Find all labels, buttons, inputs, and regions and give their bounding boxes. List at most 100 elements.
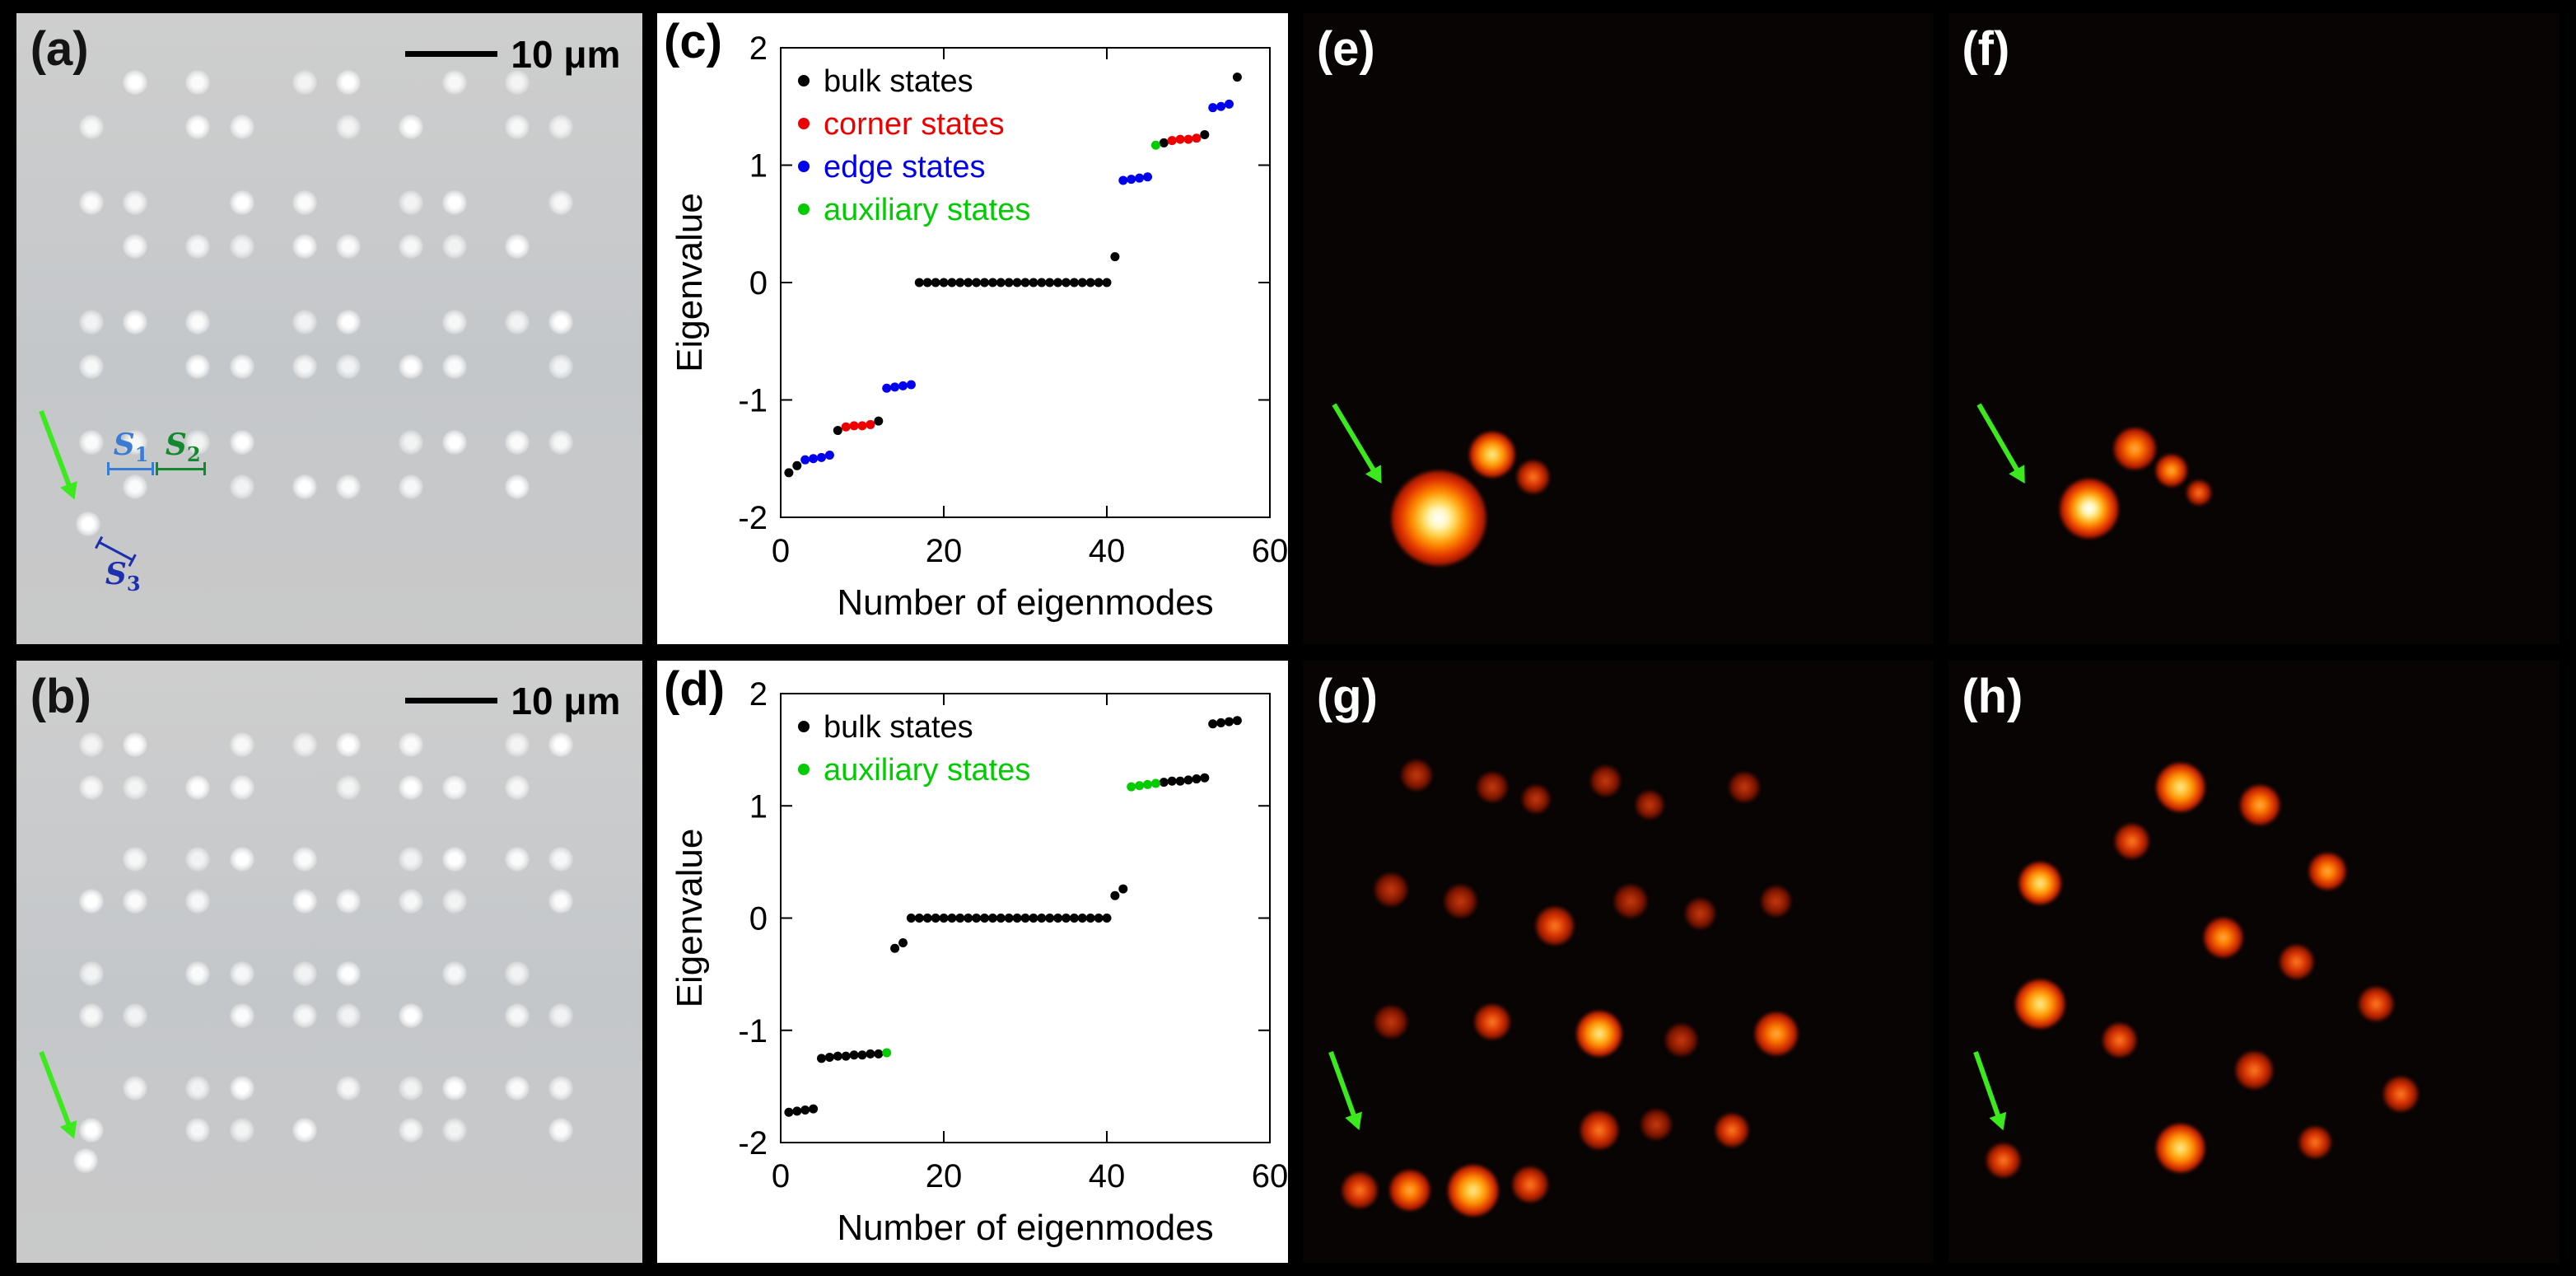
data-point [1020,278,1030,287]
data-point [882,1048,892,1058]
data-point [1135,781,1145,791]
data-point [1029,914,1038,923]
arrow-shaft [1332,403,1378,474]
waveguide-dot [398,429,423,455]
data-point [824,1052,834,1062]
pointer-arrow [1328,1051,1369,1133]
data-point [1127,175,1136,185]
intensity-spot [2060,479,2119,538]
waveguide-dot [505,847,530,872]
waveguide-dot [548,429,574,455]
data-point [1029,278,1038,287]
data-point [1077,278,1087,287]
waveguide-dot [185,847,211,872]
data-point [964,914,973,923]
waveguide-dot [123,847,148,872]
waveguide-dot [335,474,361,499]
waveguide-dot [123,474,148,499]
data-point [972,278,982,287]
panel-label-f: (f) [1962,22,2010,77]
data-point [792,1106,802,1116]
data-point [817,1054,826,1063]
data-point [841,422,851,432]
panel-label-h: (h) [1962,669,2023,723]
data-point [1232,72,1242,82]
intensity-spot [2186,480,2212,505]
waveguide-dot [398,353,423,379]
data-point [939,914,949,923]
waveguide-dot [79,353,105,379]
data-point [1175,134,1185,144]
intensity-spot [1389,1170,1430,1211]
waveguide-dot [123,70,148,96]
data-point [1102,914,1112,923]
x-tick-label: 20 [926,1158,963,1194]
spacing-bracket [155,462,206,476]
panel-label-d: (d) [664,662,726,716]
waveguide-dot [548,889,574,914]
intensity-spot [1374,872,1408,906]
waveguide-dot [79,774,105,800]
data-point [1175,776,1185,786]
legend-label: auxiliary states [824,193,1030,227]
intensity-spot [2114,824,2149,859]
intensity-spot [1685,898,1715,929]
data-point [1045,914,1055,923]
waveguide-dot [442,1076,467,1101]
waveguide-dot [123,1003,148,1029]
intensity-spot [2308,853,2346,890]
waveguide-dot [335,234,361,259]
data-point [1216,101,1226,111]
y-tick-label: 0 [749,265,768,301]
waveguide-dot [398,774,423,800]
intensity-spot [2359,986,2394,1021]
legend-marker [798,161,810,172]
y-tick-label: -2 [738,1125,768,1161]
pointer-arrow [1973,1051,2013,1133]
data-point [1118,175,1128,185]
data-point [1232,716,1242,726]
waveguide-dot [335,310,361,335]
data-point [906,380,916,390]
data-point [947,278,957,287]
data-point [849,1050,859,1060]
waveguide-dot [548,114,574,139]
data-point [857,421,867,431]
scale-bar-line [405,51,498,58]
waveguide-dot [505,774,530,800]
data-point [1069,278,1079,287]
data-point [1110,252,1120,262]
arrow-head [1989,1111,2013,1133]
waveguide-dot [292,474,317,499]
data-point [809,1104,819,1114]
waveguide-dot [398,732,423,758]
data-point [980,914,989,923]
data-point [1062,278,1071,287]
arrow-head [1345,1111,1369,1133]
data-point [833,426,842,436]
panel-f-intensity-map: (f) [1948,13,2560,644]
waveguide-dot [335,732,361,758]
waveguide-dot [79,114,105,139]
data-point [996,914,1006,923]
data-point [1077,914,1087,923]
waveguide-dot [335,70,361,96]
data-point [1143,172,1152,182]
waveguide-dot [505,1003,530,1029]
waveguide-dot [335,774,361,800]
waveguide-dot [442,429,467,455]
data-point [914,914,924,923]
data-point [996,278,1006,287]
waveguide-dot [398,234,423,259]
waveguide-dot [442,774,467,800]
waveguide-dot [442,889,467,914]
y-tick-label: -1 [738,383,768,419]
waveguide-dot [292,1118,317,1143]
data-point [914,278,924,287]
x-axis-label: Number of eigenmodes [837,1208,1213,1248]
y-tick-label: 1 [749,788,768,825]
data-point [874,416,884,426]
waveguide-dot [548,1003,574,1029]
waveguide-dot [505,961,530,987]
